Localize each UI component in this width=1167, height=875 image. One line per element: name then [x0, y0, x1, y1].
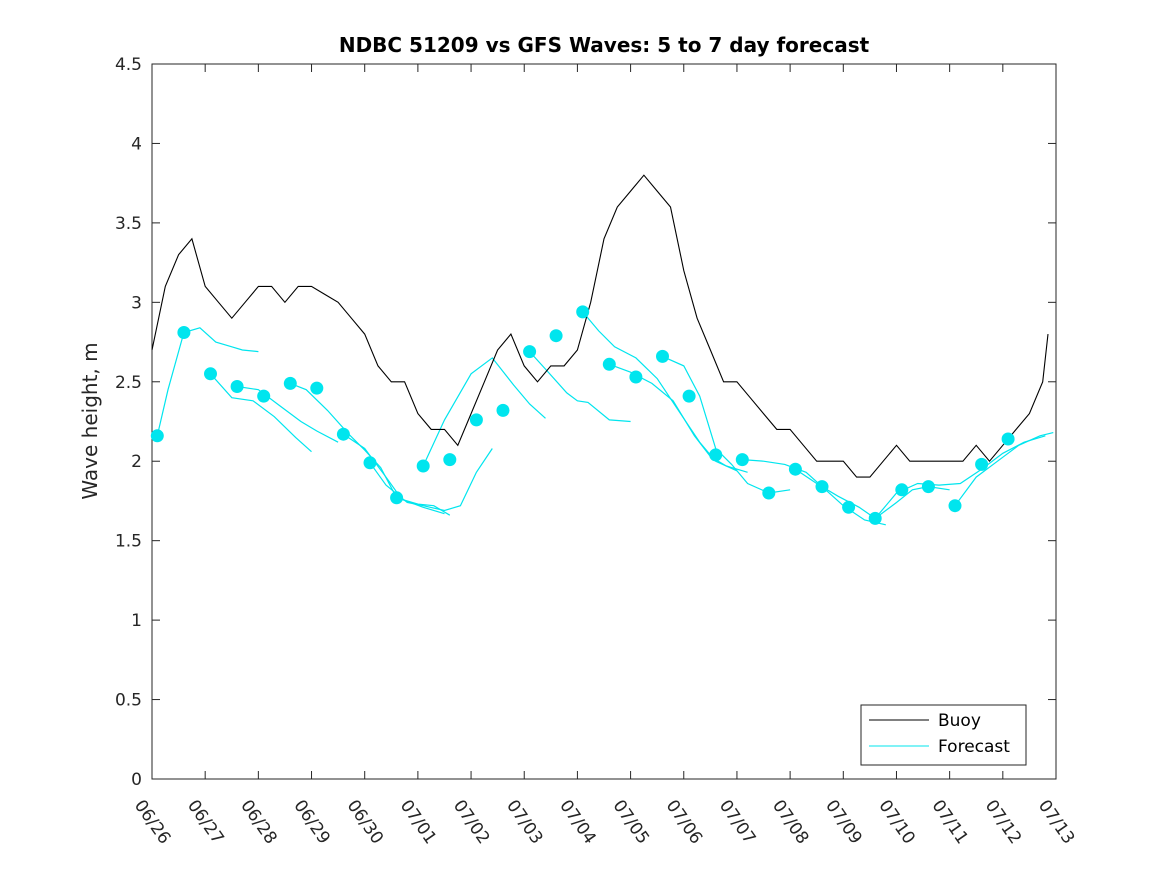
forecast-point: [204, 367, 217, 381]
y-tick-label: 3: [131, 293, 142, 313]
x-tick-label: 06/29: [289, 796, 333, 848]
forecast-point: [762, 486, 776, 500]
forecast-point: [602, 357, 616, 371]
forecast-point: [815, 480, 829, 494]
forecast-trace: [237, 385, 339, 443]
y-tick-label: 1: [131, 611, 142, 631]
x-tick-label: 07/09: [821, 796, 865, 848]
x-tick-label: 07/03: [502, 796, 546, 848]
x-tick-label: 07/02: [449, 796, 493, 848]
forecast-trace: [742, 459, 886, 526]
x-tick-label: 06/30: [343, 796, 387, 848]
legend-box: [860, 704, 1027, 766]
x-tick-label: 07/06: [662, 796, 706, 848]
x-tick-label: 06/27: [183, 796, 227, 848]
y-tick-label: 2: [131, 452, 142, 472]
forecast-point: [177, 326, 191, 339]
forecast-point: [1001, 432, 1015, 446]
forecast-point: [576, 305, 590, 319]
plot-frame: [151, 63, 1057, 780]
forecast-point: [257, 389, 271, 403]
x-tick-label: 07/12: [981, 796, 1025, 848]
forecast-point: [310, 381, 324, 395]
forecast-trace: [369, 448, 493, 512]
y-tick-label: 4.5: [115, 55, 142, 75]
forecast-trace: [422, 357, 546, 467]
legend-forecast-label: Forecast: [938, 737, 1010, 757]
forecast-point: [230, 380, 244, 393]
forecast-point: [496, 403, 510, 417]
forecast-point: [363, 456, 377, 470]
x-tick-label: 07/10: [874, 796, 918, 848]
forecast-point: [283, 376, 297, 390]
y-tick-label: 3.5: [115, 214, 142, 234]
forecast-trace: [343, 433, 445, 515]
forecast-point: [469, 413, 483, 427]
forecast-point: [416, 459, 430, 473]
forecast-point: [150, 429, 164, 443]
legend-buoy-label: Buoy: [938, 711, 981, 731]
plot-area: [150, 63, 1057, 780]
series-layer: [150, 174, 1054, 526]
forecast-point: [975, 457, 989, 471]
x-tick-label: 07/11: [928, 796, 972, 848]
forecast-point: [868, 511, 882, 525]
x-tick-label: 07/07: [715, 796, 759, 848]
x-tick-label: 06/28: [236, 796, 280, 848]
y-axis-label: Wave height, m: [78, 342, 102, 499]
forecast-point: [336, 427, 350, 441]
y-tick-label: 0: [131, 770, 142, 790]
x-tick-label: 07/01: [396, 796, 440, 848]
forecast-point: [735, 453, 749, 467]
y-tick-label: 0.5: [115, 691, 142, 711]
forecast-point: [788, 462, 802, 476]
y-tick-label: 4: [131, 134, 142, 154]
x-tick-label: 06/26: [130, 796, 174, 848]
forecast-point: [709, 448, 723, 462]
forecast-point: [523, 345, 537, 359]
x-tick-label: 07/04: [555, 796, 599, 848]
forecast-trace: [529, 351, 631, 423]
y-tick-label: 1.5: [115, 532, 142, 552]
forecast-point: [549, 329, 563, 343]
x-tick-label: 07/08: [768, 796, 812, 848]
forecast-point: [948, 499, 962, 513]
x-tick-label: 07/13: [1034, 796, 1078, 848]
forecast-point: [629, 370, 643, 384]
forecast-trace: [210, 373, 312, 453]
forecast-point: [443, 453, 457, 467]
chart-title: NDBC 51209 vs GFS Waves: 5 to 7 day fore…: [339, 33, 870, 57]
y-tick-label: 2.5: [115, 373, 142, 393]
forecast-trace: [156, 327, 259, 436]
forecast-trace: [954, 432, 1054, 507]
y-axis: 0 0.5 1 1.5 2 2.5 3 3.5 4 4.5: [115, 55, 1056, 790]
buoy-line: [151, 174, 1049, 478]
legend: Buoy Forecast: [860, 704, 1027, 766]
forecast-point: [390, 491, 404, 505]
forecast-point: [921, 480, 935, 494]
forecast-point: [656, 349, 669, 363]
forecast-point: [895, 483, 909, 497]
forecast-point: [682, 389, 696, 403]
forecast-point: [842, 500, 856, 514]
x-tick-label: 07/05: [608, 796, 652, 848]
